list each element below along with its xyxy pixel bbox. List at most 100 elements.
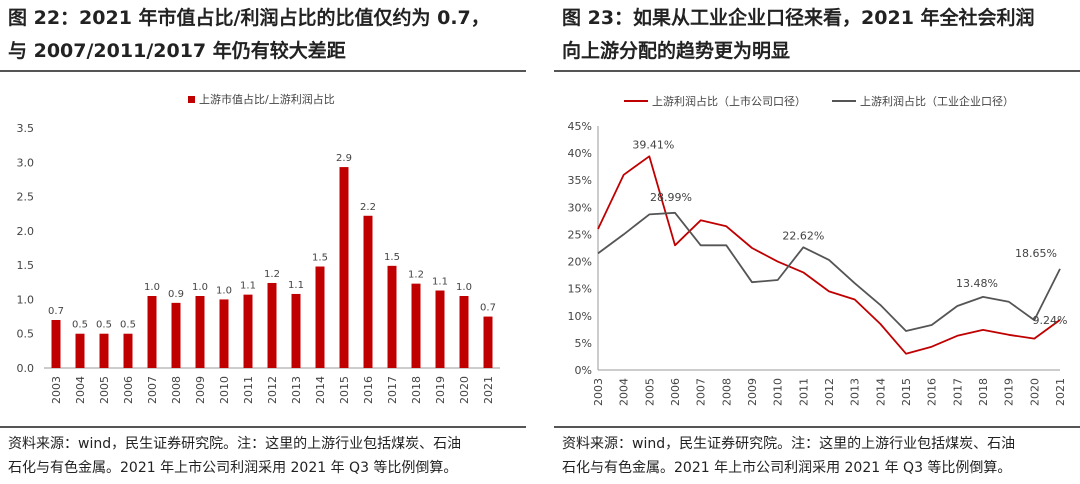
x-tick-label: 2010: [772, 378, 785, 406]
left-title-line-1: 图 22：2021 年市值占比/利润占比的比值仅约为 0.7，: [8, 7, 490, 29]
x-tick-label: 2017: [386, 376, 399, 404]
series-line-listed-companies: [597, 155, 1061, 355]
right-title-line-2: 向上游分配的趋势更为明显: [562, 40, 791, 62]
x-tick-label: 2011: [242, 376, 255, 404]
legend-swatch: [188, 96, 195, 103]
x-tick-label: 2004: [74, 376, 87, 404]
x-tick-label: 2012: [266, 376, 279, 404]
y-tick-label: 1.0: [17, 293, 35, 306]
y-tick-label: 2.0: [17, 225, 35, 238]
x-tick-label: 2019: [434, 376, 447, 404]
y-tick-label: 3.0: [17, 156, 35, 169]
bar: [363, 215, 373, 368]
bar-value-label: 2.2: [360, 202, 376, 213]
bar-value-label: 1.1: [240, 281, 256, 292]
bar-value-label: 1.1: [288, 280, 304, 291]
x-tick-label: 2008: [720, 378, 733, 406]
bar-value-label: 0.5: [120, 320, 136, 331]
bar: [411, 283, 421, 368]
right-source-note: 资料来源：wind，民生证券研究院。注：这里的上游行业包括煤炭、石油 石化与有色…: [562, 432, 1080, 480]
x-tick-label: 2021: [482, 376, 495, 404]
y-tick-label: 35%: [568, 174, 592, 187]
bar-value-label: 1.2: [408, 270, 424, 281]
bar-value-label: 1.5: [384, 252, 400, 263]
right-figure-title: 图 23：如果从工业企业口径来看，2021 年全社会利润 向上游分配的趋势更为明…: [562, 2, 1077, 68]
x-tick-label: 2018: [410, 376, 423, 404]
bar: [435, 290, 445, 368]
x-tick-label: 2011: [797, 378, 810, 406]
bar: [267, 282, 277, 368]
x-tick-label: 2015: [900, 378, 913, 406]
bar: [387, 265, 397, 368]
left-source-line-2: 石化与有色金属。2021 年上市公司利润采用 2021 年 Q3 等比例倒算。: [8, 460, 458, 476]
y-tick-label: 0%: [575, 364, 592, 377]
right-line-chart: 上游利润占比（上市公司口径） 上游利润占比（工业企业口径） 0% 5% 10% 15% 20…: [554, 80, 1080, 424]
x-tick-label: 2013: [849, 378, 862, 406]
x-tick-label: 2015: [338, 376, 351, 404]
x-tick-label: 2006: [669, 378, 682, 406]
data-annotation-label: 9.24%: [1033, 314, 1068, 327]
x-tick-label: 2019: [1003, 378, 1016, 406]
bar: [75, 333, 85, 368]
legend-label: 上游市值占比/上游利润占比: [199, 92, 335, 106]
x-tick-label: 2005: [98, 376, 111, 404]
left-title-line-2: 与 2007/2011/2017 年仍有较大差距: [8, 40, 346, 62]
x-tick-label: 2020: [1028, 378, 1041, 406]
x-tick-label: 2009: [194, 376, 207, 404]
bar-value-label: 1.0: [144, 282, 160, 293]
y-tick-label: 15%: [568, 283, 592, 296]
right-source-divider: [554, 426, 1080, 428]
y-tick-label: 5%: [575, 337, 592, 350]
x-tick-label: 2003: [50, 376, 63, 404]
bar-value-label: 2.9: [336, 153, 352, 164]
x-tick-label: 2016: [362, 376, 375, 404]
bar: [483, 316, 493, 368]
bar-value-label: 1.5: [312, 253, 328, 264]
bar: [339, 167, 349, 368]
x-tick-label: 2016: [926, 378, 939, 406]
data-annotation-label: 28.99%: [650, 191, 692, 204]
y-tick-label: 45%: [568, 120, 592, 133]
x-tick-label: 2007: [695, 378, 708, 406]
bar: [123, 333, 133, 368]
y-tick-label: 0.5: [17, 328, 35, 341]
bar-value-label: 1.1: [432, 277, 448, 288]
bar-value-label: 1.0: [192, 282, 208, 293]
right-source-line-1: 资料来源：wind，民生证券研究院。注：这里的上游行业包括煤炭、石油: [562, 436, 1016, 452]
bar-value-label: 1.2: [264, 269, 280, 280]
data-annotation-label: 39.41%: [632, 138, 674, 151]
x-tick-label: 2021: [1054, 378, 1067, 406]
data-annotation-label: 22.62%: [782, 229, 824, 242]
bar-value-label: 0.9: [168, 289, 184, 300]
y-tick-label: 3.5: [17, 122, 35, 135]
x-tick-label: 2006: [122, 376, 135, 404]
legend-label: 上游利润占比（工业企业口径）: [860, 94, 1014, 108]
bar: [171, 302, 181, 368]
y-tick-label: 25%: [568, 228, 592, 241]
data-annotation-label: 18.65%: [1015, 247, 1057, 260]
y-tick-label: 1.5: [17, 259, 35, 272]
y-tick-label: 2.5: [17, 191, 35, 204]
bar: [219, 299, 229, 368]
x-tick-label: 2003: [592, 378, 605, 406]
y-tick-label: 10%: [568, 310, 592, 323]
x-tick-label: 2018: [977, 378, 990, 406]
bar: [195, 296, 205, 368]
left-bar-chart: 上游市值占比/上游利润占比 0.0 0.5 1.0 1.5 2.0 2.5 3.0 3.5 0.7…: [0, 80, 526, 424]
left-figure-panel: 图 22：2021 年市值占比/利润占比的比值仅约为 0.7， 与 2007/2…: [0, 0, 526, 484]
bar: [315, 266, 325, 368]
bar: [459, 296, 469, 368]
data-annotation-label: 13.48%: [956, 277, 998, 290]
left-source-divider: [0, 426, 526, 428]
bar-chart-svg: 上游市值占比/上游利润占比 0.0 0.5 1.0 1.5 2.0 2.5 3.0 3.5 0.7…: [17, 92, 500, 404]
left-source-line-1: 资料来源：wind，民生证券研究院。注：这里的上游行业包括煤炭、石油: [8, 436, 462, 452]
x-tick-label: 2005: [643, 378, 656, 406]
x-tick-label: 2010: [218, 376, 231, 404]
bar-value-label: 1.0: [456, 282, 472, 293]
bar-value-label: 0.7: [48, 306, 64, 317]
right-source-line-2: 石化与有色金属。2021 年上市公司利润采用 2021 年 Q3 等比例倒算。: [562, 460, 1012, 476]
y-tick-label: 30%: [568, 201, 592, 214]
bar-value-label: 0.5: [96, 320, 112, 331]
bar: [243, 294, 253, 368]
right-figure-panel: 图 23：如果从工业企业口径来看，2021 年全社会利润 向上游分配的趋势更为明…: [554, 0, 1080, 484]
